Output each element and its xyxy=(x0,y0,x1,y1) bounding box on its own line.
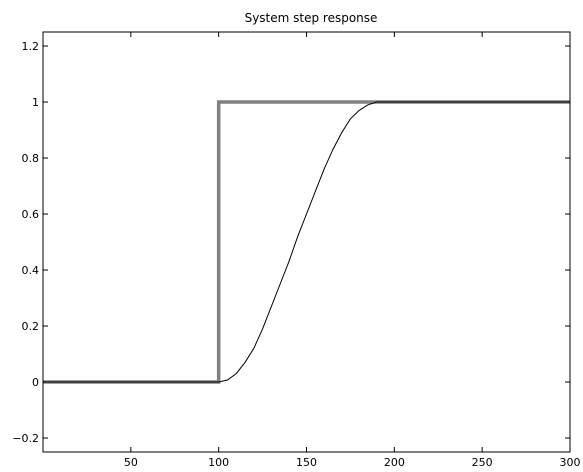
x-tick-label: 50 xyxy=(124,456,138,469)
x-axis: 50 100 150 200 250 300 xyxy=(124,32,581,469)
y-axis: −0.2 0 0.2 0.4 0.6 0.8 1 1.2 xyxy=(12,40,570,445)
y-tick-label: 0 xyxy=(32,376,39,389)
y-tick-label: 0.8 xyxy=(22,152,40,165)
chart-title: System step response xyxy=(245,11,378,25)
y-tick-label: −0.2 xyxy=(12,432,39,445)
series-layer xyxy=(43,100,570,384)
y-tick-label: 1 xyxy=(32,96,39,109)
y-tick-label: 0.2 xyxy=(22,320,40,333)
x-tick-label: 250 xyxy=(472,456,493,469)
x-tick-label: 300 xyxy=(560,456,581,469)
plot-area xyxy=(42,31,571,453)
axes-frame xyxy=(42,31,571,453)
y-tick-label: 1.2 xyxy=(22,40,40,53)
response-curve-line xyxy=(43,101,570,383)
x-tick-label: 100 xyxy=(208,456,229,469)
input-step-line xyxy=(43,100,570,384)
y-tick-label: 0.4 xyxy=(22,264,40,277)
x-tick-label: 150 xyxy=(296,456,317,469)
y-tick-label: 0.6 xyxy=(22,208,40,221)
x-tick-label: 200 xyxy=(384,456,405,469)
